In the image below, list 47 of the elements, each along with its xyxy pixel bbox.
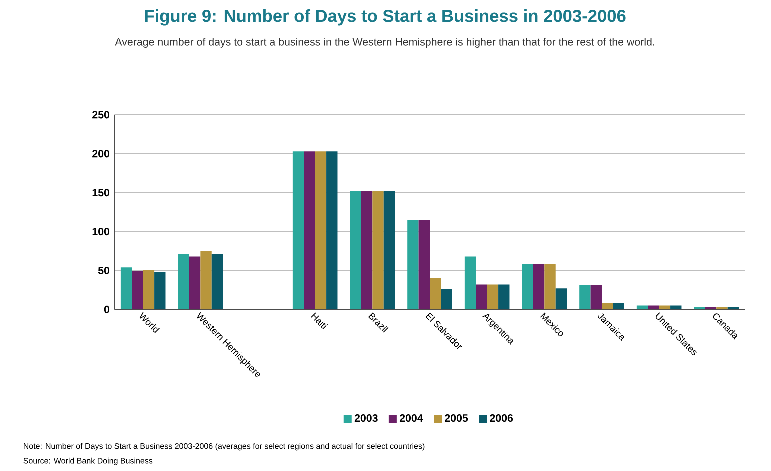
bar: [533, 264, 545, 310]
y-tick-label: 150: [92, 189, 110, 197]
bar: [522, 264, 534, 310]
bar: [350, 191, 362, 310]
legend-label: 2003: [354, 414, 378, 422]
bar: [580, 286, 591, 310]
bar: [315, 152, 327, 310]
legend-label: 2005: [445, 414, 468, 422]
bar: [189, 256, 201, 310]
legend-label: 2006: [490, 414, 514, 422]
bar: [487, 284, 499, 310]
bar: [556, 288, 568, 310]
bar: [408, 220, 419, 310]
bar: [384, 191, 396, 310]
bar: [602, 303, 614, 310]
bar: [476, 284, 488, 310]
bar: [498, 284, 510, 310]
bar: [430, 278, 442, 310]
bar: [304, 152, 316, 310]
bar: [200, 251, 212, 310]
bar: [212, 254, 224, 310]
bar: [292, 152, 304, 310]
bar: [418, 220, 430, 310]
bar: [613, 303, 624, 310]
y-tick-label: 250: [92, 111, 110, 119]
y-tick-label: 200: [92, 150, 110, 158]
bar: [132, 272, 144, 310]
bar: [178, 254, 190, 310]
source-note: Source: World Bank Doing Business: [24, 458, 153, 466]
bar: [544, 264, 556, 310]
bar: [120, 268, 132, 310]
y-tick-label: 0: [104, 306, 110, 314]
legend-label: 2004: [400, 414, 424, 422]
chart-subtitle: Average number of days to start a business in the Western Hemisphere is higher than that for the rest of the world.: [115, 38, 654, 48]
bar: [326, 152, 338, 310]
chart-title: Figure 9: Number of Days to Start a Business in 2003-2006: [145, 10, 626, 26]
bar: [590, 286, 602, 310]
y-tick-label: 50: [98, 266, 110, 274]
bar: [372, 191, 384, 310]
bar: [143, 270, 155, 310]
bar: [154, 272, 166, 310]
bar: [441, 289, 452, 310]
y-tick-label: 100: [92, 228, 110, 236]
bar: [464, 256, 476, 310]
text: Note: Number of Days to Start a Business 2003-2006 (averages for select regions and actual for select countries): [24, 443, 425, 451]
bar: [648, 306, 660, 310]
bar: [361, 191, 373, 310]
